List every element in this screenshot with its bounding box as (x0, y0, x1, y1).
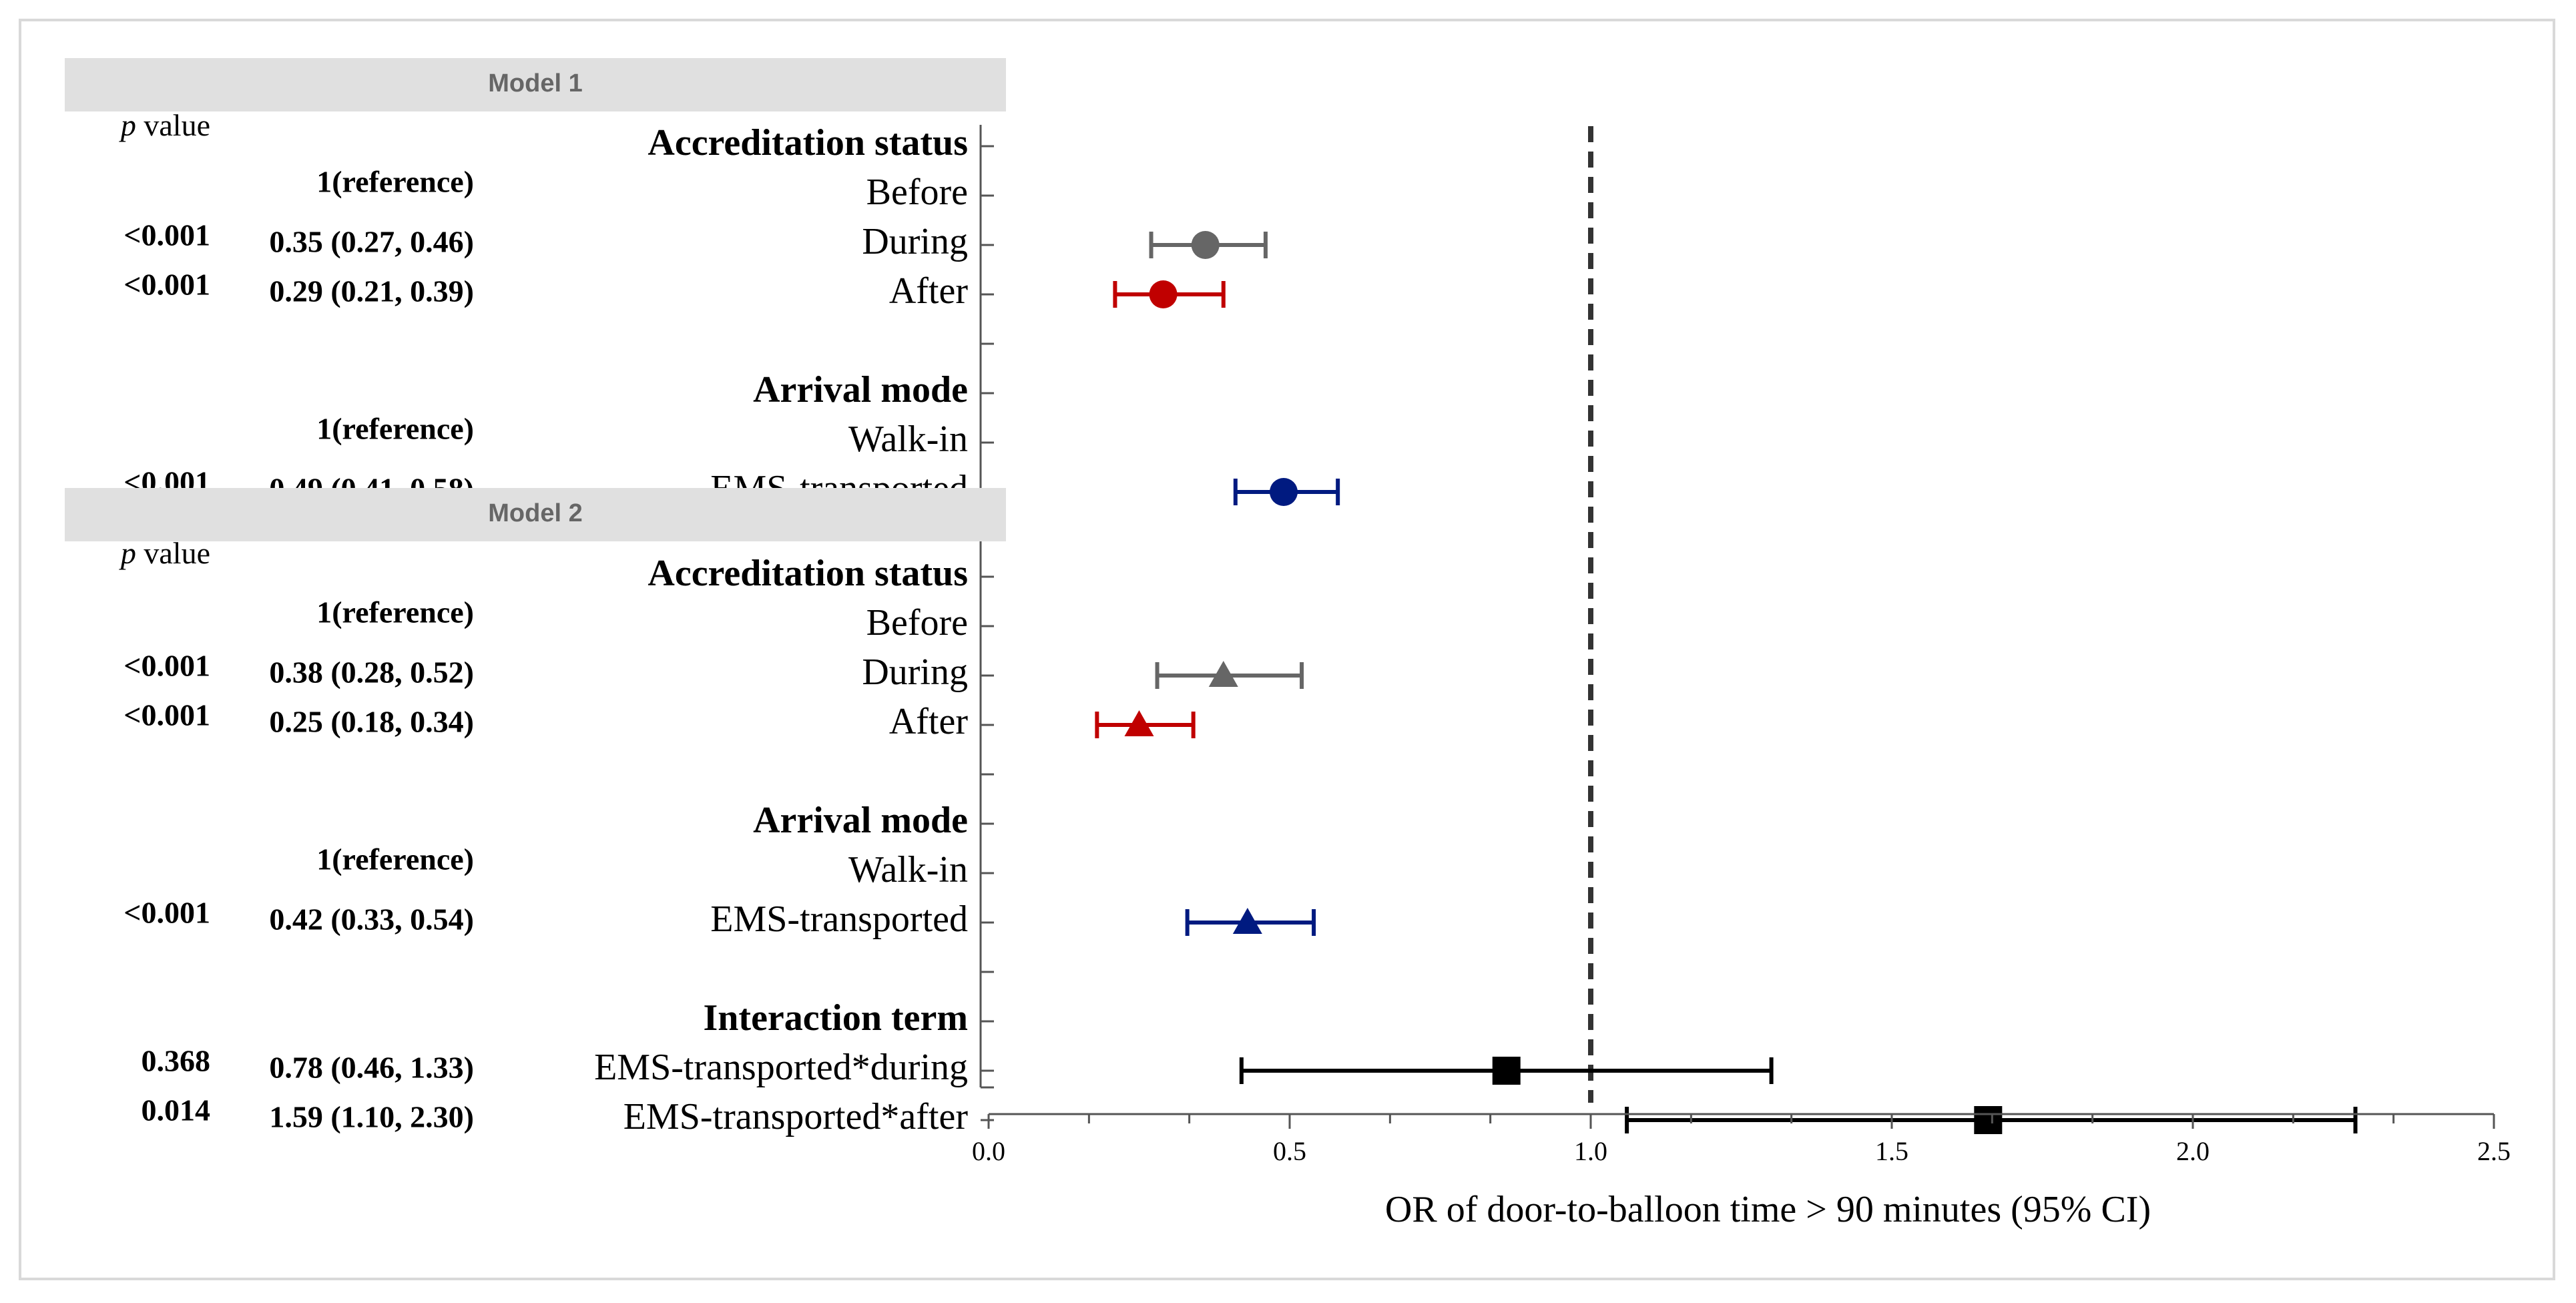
x-tick-label: 2.5 (2477, 1136, 2511, 1166)
row-label: Walk-in (848, 849, 968, 890)
row-label: During (862, 652, 968, 693)
point-estimate-triangle (1208, 661, 1238, 687)
row-label: During (862, 221, 968, 262)
p-value-word: value (136, 536, 210, 570)
section-heading: Arrival mode (753, 369, 968, 411)
point-estimate-circle (1191, 231, 1220, 259)
estimate-text: 1(reference) (316, 842, 474, 876)
row-label: Before (866, 172, 968, 213)
row-label: After (889, 701, 969, 742)
point-estimate-circle (1149, 280, 1178, 308)
estimate-text: 1(reference) (316, 595, 474, 629)
p-value: <0.001 (123, 218, 210, 252)
x-tick-label: 1.0 (1574, 1136, 1607, 1166)
p-value: <0.001 (123, 268, 210, 302)
point-estimate-square (1492, 1057, 1521, 1085)
model-title: Model 1 (488, 69, 582, 97)
p-value-word: value (136, 108, 210, 142)
x-axis-label: OR of door-to-balloon time > 90 minutes … (1385, 1189, 2151, 1230)
estimate-text: 0.78 (0.46, 1.33) (269, 1051, 474, 1085)
p-value-header: p value (119, 536, 210, 570)
p-value: <0.001 (123, 896, 210, 930)
section-heading: Accreditation status (648, 553, 968, 594)
p-value: 0.368 (142, 1044, 211, 1078)
x-tick-label: 0.0 (972, 1136, 1005, 1166)
estimate-text: 0.38 (0.28, 0.52) (269, 656, 474, 690)
row-label: EMS-transported (710, 898, 968, 940)
p-value: 0.014 (142, 1093, 211, 1127)
section-heading: Arrival mode (753, 800, 968, 841)
model-header-band (65, 488, 1006, 541)
row-label: EMS-transported*after (623, 1096, 969, 1137)
section-heading: Interaction term (703, 997, 968, 1039)
point-estimate-square (1974, 1106, 2003, 1134)
p-italic: p (119, 108, 136, 142)
estimate-text: 0.25 (0.18, 0.34) (269, 705, 474, 739)
estimate-text: 0.29 (0.21, 0.39) (269, 274, 474, 308)
p-italic: p (119, 536, 136, 570)
section-heading: Accreditation status (648, 122, 968, 164)
model-header-band (65, 58, 1006, 111)
forest-plot: Model 1 p value Accreditation status Before… (65, 58, 2511, 1230)
model-title: Model 2 (488, 499, 582, 527)
row-label: Walk-in (848, 419, 968, 460)
estimate-text: 0.42 (0.33, 0.54) (269, 902, 474, 937)
x-tick-label: 2.0 (2176, 1136, 2210, 1166)
estimate-text: 1(reference) (316, 412, 474, 446)
figure-frame: Model 1 p value Accreditation status Before… (19, 19, 2555, 1280)
estimate-text: 0.35 (0.27, 0.46) (269, 225, 474, 259)
x-tick-label: 0.5 (1273, 1136, 1306, 1166)
p-value: <0.001 (123, 698, 210, 732)
x-tick-label: 1.5 (1875, 1136, 1908, 1166)
row-label: Before (866, 602, 968, 643)
p-value: <0.001 (123, 649, 210, 683)
point-estimate-circle (1269, 478, 1298, 506)
row-label: After (889, 270, 969, 312)
row-label: EMS-transported*during (594, 1047, 968, 1088)
point-estimate-triangle (1232, 908, 1262, 934)
estimate-text: 1(reference) (316, 165, 474, 199)
p-value-header: p value (119, 108, 210, 142)
point-estimate-triangle (1124, 710, 1154, 736)
estimate-text: 1.59 (1.10, 2.30) (269, 1100, 474, 1134)
